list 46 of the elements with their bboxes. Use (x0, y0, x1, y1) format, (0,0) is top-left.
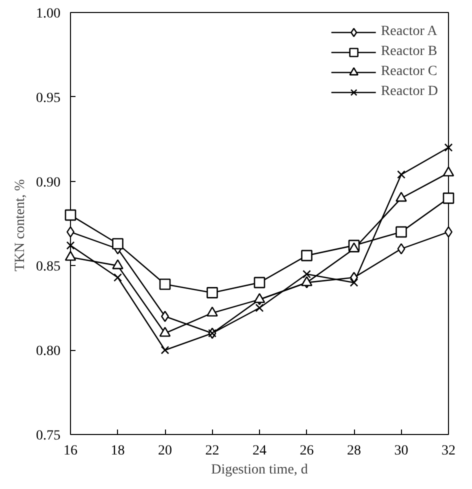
point (397, 243, 406, 254)
point (254, 293, 266, 303)
point (206, 287, 218, 298)
legend-label: Reactor A (380, 24, 438, 40)
x-tick-label: 22 (205, 444, 220, 458)
point (444, 143, 453, 152)
point (206, 306, 218, 316)
point (159, 278, 171, 290)
point (66, 241, 75, 250)
legend-label: Reactor C (380, 64, 438, 80)
x-tick-label: 26 (300, 444, 314, 458)
point (396, 226, 407, 238)
point (112, 259, 124, 270)
y-axis-title: TKN content, % (13, 178, 28, 272)
point (396, 192, 407, 202)
point (442, 192, 454, 204)
point (397, 170, 406, 179)
point (255, 304, 264, 312)
y-tick-label: 0.80 (36, 344, 60, 360)
point (348, 242, 360, 252)
legend-label: Reactor D (380, 84, 438, 100)
point (254, 276, 266, 288)
x-tick-label: 32 (442, 444, 456, 458)
y-tick-label: 0.85 (36, 260, 60, 275)
x-tick-label: 20 (158, 444, 172, 458)
point (160, 346, 170, 354)
legend-label: Reactor B (380, 44, 438, 60)
point (112, 238, 124, 250)
x-tick-label: 24 (252, 444, 266, 458)
point (114, 273, 122, 282)
x-tick-label: 28 (347, 444, 361, 458)
y-tick-label: 0.95 (36, 90, 60, 106)
point (64, 250, 76, 261)
x-axis-title: Digestion time, d (211, 462, 308, 478)
point (442, 166, 454, 176)
x-tick-label: 16 (64, 444, 78, 458)
point (64, 209, 76, 221)
x-tick-label: 30 (394, 444, 408, 458)
point (301, 250, 312, 262)
y-tick-label: 0.75 (36, 428, 60, 444)
point (302, 270, 311, 278)
point (350, 278, 358, 287)
y-tick-label: 0.90 (36, 175, 60, 190)
x-tick-label: 18 (110, 444, 125, 458)
point (159, 326, 171, 337)
y-tick-label: 1.00 (36, 6, 60, 22)
